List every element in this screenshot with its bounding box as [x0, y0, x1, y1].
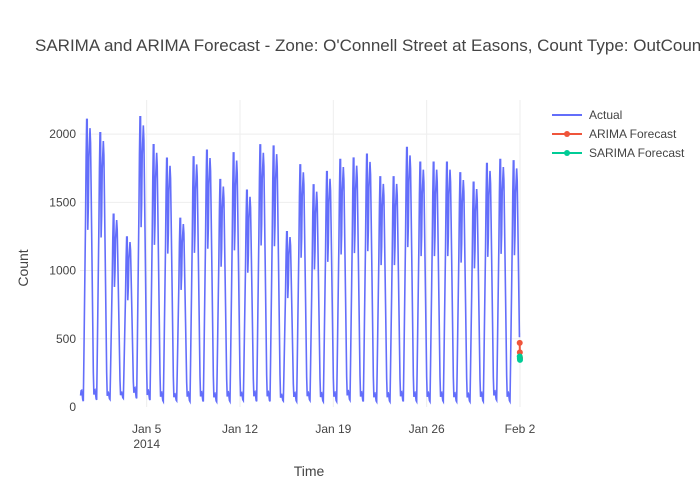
sarima-forecast-point	[517, 356, 523, 363]
legend[interactable]: Actual ARIMA Forecast SARIMA Forecast	[552, 108, 685, 160]
plot-area	[79, 115, 523, 405]
x-tick-label: Feb 2	[505, 422, 536, 436]
x-tick-label: Jan 5	[132, 422, 162, 436]
x-tick-label: Jan 19	[315, 422, 351, 436]
legend-item-arima-forecast[interactable]: ARIMA Forecast	[552, 127, 677, 141]
legend-label: Actual	[589, 108, 622, 122]
y-axis-ticks: 0 500 1000 1500 2000	[49, 127, 76, 414]
x-tick-label: Jan 12	[222, 422, 258, 436]
arima-forecast-point	[516, 339, 523, 346]
x-tick-label: Jan 26	[409, 422, 445, 436]
y-tick-label: 0	[69, 400, 76, 414]
x-axis-title: Time	[294, 463, 325, 479]
legend-marker	[564, 150, 570, 156]
legend-label: ARIMA Forecast	[589, 127, 677, 141]
y-tick-label: 1000	[49, 264, 76, 278]
legend-item-sarima-forecast[interactable]: SARIMA Forecast	[552, 146, 685, 160]
actual-series-line	[79, 115, 521, 405]
chart-title: SARIMA and ARIMA Forecast - Zone: O'Conn…	[35, 36, 700, 55]
y-tick-label: 500	[56, 332, 76, 346]
y-axis-title: Count	[15, 249, 31, 286]
x-tick-sublabel: 2014	[133, 437, 160, 451]
legend-item-actual[interactable]: Actual	[552, 108, 622, 122]
legend-label: SARIMA Forecast	[589, 146, 685, 160]
y-tick-label: 1500	[49, 195, 76, 209]
legend-marker	[564, 131, 570, 137]
y-tick-label: 2000	[49, 127, 76, 141]
